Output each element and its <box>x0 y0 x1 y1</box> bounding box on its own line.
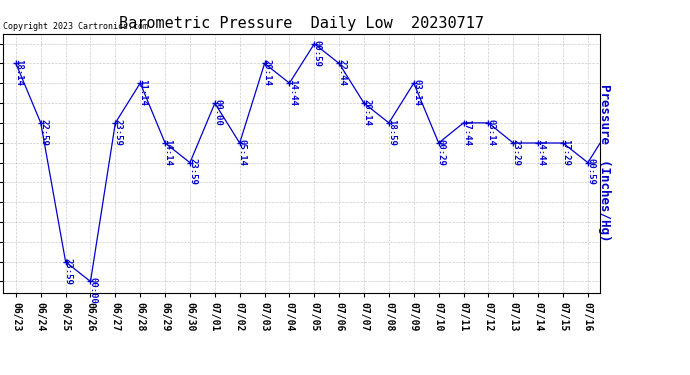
Text: 22:59: 22:59 <box>39 119 48 146</box>
Text: 00:00: 00:00 <box>89 278 98 304</box>
Text: 14:44: 14:44 <box>288 79 297 106</box>
Text: 00:59: 00:59 <box>586 159 595 185</box>
Text: 20:14: 20:14 <box>362 99 371 126</box>
Text: 20:14: 20:14 <box>263 59 272 86</box>
Text: 14:14: 14:14 <box>164 139 172 166</box>
Text: Copyright 2023 Cartronics.com: Copyright 2023 Cartronics.com <box>3 22 148 31</box>
Text: 22:44: 22:44 <box>337 59 346 86</box>
Text: 23:29: 23:29 <box>511 139 520 166</box>
Text: 18:14: 18:14 <box>14 59 23 86</box>
Text: 05:14: 05:14 <box>238 139 247 166</box>
Text: 00:00: 00:00 <box>213 99 222 126</box>
Text: 17:29: 17:29 <box>561 139 570 166</box>
Text: 18:59: 18:59 <box>387 119 396 146</box>
Text: 23:59: 23:59 <box>64 258 73 285</box>
Text: 03:14: 03:14 <box>412 79 421 106</box>
Text: 00:29: 00:29 <box>437 139 446 166</box>
Text: 11:14: 11:14 <box>139 79 148 106</box>
Text: 03:14: 03:14 <box>486 119 495 146</box>
Text: 23:59: 23:59 <box>114 119 123 146</box>
Text: 23:59: 23:59 <box>188 159 197 185</box>
Text: 20:14: 20:14 <box>0 374 1 375</box>
Title: Barometric Pressure  Daily Low  20230717: Barometric Pressure Daily Low 20230717 <box>119 16 484 31</box>
Text: 17:44: 17:44 <box>462 119 471 146</box>
Text: 00:59: 00:59 <box>313 40 322 66</box>
Text: 14:44: 14:44 <box>536 139 545 166</box>
Y-axis label: Pressure  (Inches/Hg): Pressure (Inches/Hg) <box>598 84 611 242</box>
